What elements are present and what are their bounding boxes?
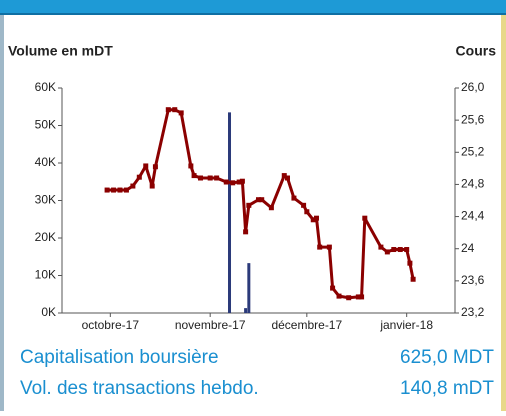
point [378, 244, 384, 250]
y2-tick-label: 23,2 [461, 305, 485, 319]
y-tick-label: 40K [35, 155, 56, 169]
point [397, 247, 403, 253]
point [111, 187, 117, 193]
point [310, 217, 316, 223]
point [223, 179, 229, 185]
point [259, 197, 265, 203]
y-tick-label: 10K [35, 268, 56, 282]
point [404, 247, 410, 253]
point [117, 187, 123, 193]
y2-tick-label: 24,8 [461, 177, 485, 191]
bar [244, 308, 248, 313]
y2-tick-label: 25,6 [461, 112, 485, 126]
point [391, 247, 397, 253]
point [304, 209, 310, 215]
point [301, 202, 307, 208]
point [172, 107, 178, 113]
y2-tick-label: 26,0 [461, 80, 485, 94]
y2-tick-label: 24,4 [461, 209, 485, 223]
point [130, 183, 136, 189]
y-tick-label: 0K [41, 305, 56, 319]
point [410, 276, 416, 282]
y-tick-label: 30K [35, 193, 56, 207]
stat-value: 140,8 mDT [400, 378, 494, 399]
x-tick-label: novembre-17 [175, 318, 246, 332]
point [178, 110, 184, 116]
point [317, 244, 323, 250]
point [281, 173, 287, 179]
point [246, 202, 252, 208]
point [149, 183, 155, 189]
point [188, 163, 194, 169]
point [284, 175, 290, 181]
top-band [0, 0, 506, 13]
y2-axis-title: Cours [456, 43, 497, 59]
point [236, 179, 242, 185]
point [152, 164, 158, 170]
point [143, 163, 149, 169]
point [346, 295, 352, 301]
stat-value: 625,0 MDT [400, 347, 494, 368]
point [384, 249, 390, 255]
bar [228, 112, 232, 313]
y2-tick-label: 24 [461, 241, 475, 255]
point [191, 173, 197, 179]
point [326, 244, 332, 250]
y-tick-label: 50K [35, 118, 56, 132]
point [136, 174, 142, 180]
point [230, 180, 236, 186]
y2-tick-label: 23,6 [461, 273, 485, 287]
y-tick-label: 60K [35, 80, 56, 94]
x-tick-label: octobre-17 [82, 318, 140, 332]
point [239, 178, 245, 184]
point [214, 175, 220, 181]
point [355, 294, 361, 300]
point [313, 215, 319, 221]
point [407, 260, 413, 266]
x-tick-label: décembre-17 [271, 318, 342, 332]
point [291, 195, 297, 201]
point [336, 293, 342, 299]
right-border [501, 15, 506, 411]
point [165, 107, 171, 113]
point [123, 187, 129, 193]
point [198, 175, 204, 181]
point [243, 229, 249, 235]
point [104, 187, 110, 193]
point [256, 197, 261, 203]
top-rule [0, 13, 506, 15]
point [359, 294, 365, 300]
y-axis-title: Volume en mDT [8, 43, 113, 59]
x-tick-label: janvier-18 [379, 318, 433, 332]
left-border [0, 15, 4, 411]
point [268, 205, 274, 211]
point [330, 285, 336, 291]
y-tick-label: 20K [35, 230, 56, 244]
stat-label: Vol. des transactions hebdo. [20, 378, 259, 399]
y2-tick-label: 25,2 [461, 144, 485, 158]
point [362, 215, 368, 221]
point [207, 175, 213, 181]
stat-label: Capitalisation boursière [20, 347, 219, 368]
bar [247, 263, 251, 313]
